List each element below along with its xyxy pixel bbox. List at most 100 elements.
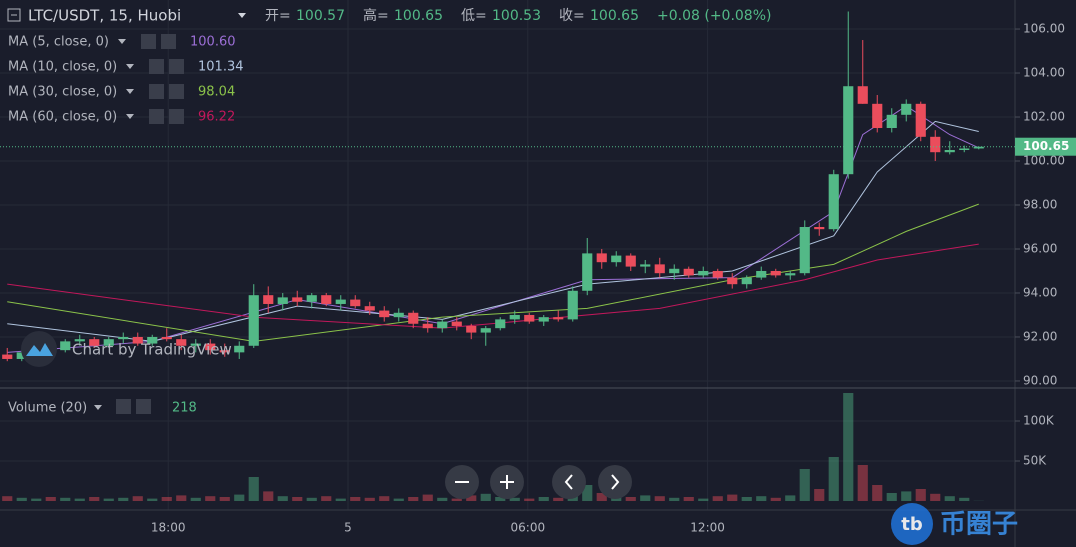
y-tick-label: 106.00: [1023, 22, 1065, 36]
candle-body: [669, 268, 680, 274]
candle-body: [683, 268, 694, 276]
candle-body: [350, 299, 361, 307]
x-tick-label: 18:00: [151, 521, 186, 535]
close-button[interactable]: [169, 59, 184, 74]
candle-body: [321, 295, 332, 304]
candle-body: [248, 295, 259, 346]
candle-body: [466, 325, 477, 333]
candle-body: [814, 226, 825, 230]
y-tick-label: 90.00: [1023, 373, 1057, 387]
volume-bar: [495, 497, 506, 501]
volume-bar: [16, 497, 27, 501]
volume-bar: [321, 496, 332, 501]
volume-bar: [103, 498, 114, 501]
change: +0.08 (+0.08%): [657, 8, 771, 24]
settings-button[interactable]: [149, 59, 164, 74]
scroll-left[interactable]: [552, 465, 586, 499]
volume-bar: [118, 497, 129, 501]
x-tick-label: 06:00: [511, 521, 546, 535]
volume-bar: [147, 498, 158, 501]
y-tick-label: 92.00: [1023, 329, 1057, 343]
candle-body: [437, 321, 448, 329]
volume-bar: [843, 393, 854, 501]
volume-bar: [669, 497, 680, 501]
volume-bar: [437, 497, 448, 501]
indicator-name: MA (30, close, 0): [8, 85, 117, 100]
volume-bar: [582, 485, 593, 501]
ohlc-value: 100.65: [394, 8, 443, 24]
candle-body: [756, 270, 767, 278]
candle-body: [205, 343, 216, 351]
volume-bar: [959, 497, 970, 501]
collapse-icon[interactable]: [7, 8, 21, 22]
candle-body: [219, 350, 230, 353]
close-button[interactable]: [136, 399, 151, 414]
volume-bar: [277, 496, 288, 501]
settings-button[interactable]: [116, 399, 131, 414]
dropdown: [126, 89, 134, 94]
ohlc-label: 高=: [363, 7, 389, 24]
volume-bar: [379, 496, 390, 501]
settings-button[interactable]: [149, 84, 164, 99]
volume-bar: [828, 457, 839, 501]
volume-bar: [944, 496, 955, 501]
watermark: Chart by TradingView: [21, 331, 232, 367]
candle-body: [176, 339, 187, 346]
settings-button[interactable]: [141, 34, 156, 49]
volume-bar: [480, 493, 491, 501]
candle-body: [596, 253, 607, 263]
site-logo: tb 币圈子: [891, 503, 1018, 545]
last-price-label: 100.65: [1023, 139, 1069, 153]
symbol[interactable]: LTC/USDT, 15, Huobi: [28, 7, 181, 25]
volume-bar: [74, 498, 85, 501]
volume-bar: [901, 491, 912, 501]
candle-body: [103, 339, 114, 346]
candle-body: [553, 317, 564, 320]
candle-body: [190, 343, 201, 346]
candle-body: [74, 339, 85, 342]
y-tick-label: 96.00: [1023, 241, 1057, 255]
candle-body: [335, 299, 346, 304]
volume-value: 218: [172, 401, 197, 416]
candle-body: [901, 103, 912, 115]
volume-bar: [248, 477, 259, 501]
candle-body: [567, 290, 578, 320]
volume-bar: [219, 497, 230, 501]
close-button[interactable]: [161, 34, 176, 49]
close-button[interactable]: [169, 84, 184, 99]
volume-bar: [292, 497, 303, 501]
volume-bar: [451, 498, 462, 501]
candle-body: [393, 312, 404, 318]
settings-button[interactable]: [149, 109, 164, 124]
candle-body: [640, 264, 651, 267]
indicator-value: 98.04: [198, 85, 235, 100]
volume-bar: [915, 489, 926, 501]
candle-body: [277, 297, 288, 304]
candle-body: [538, 317, 549, 322]
y-tick-label: 100.00: [1023, 154, 1065, 168]
dropdown: [126, 64, 134, 69]
volume-bar: [132, 496, 143, 501]
close-button[interactable]: [169, 109, 184, 124]
candle-body: [292, 297, 303, 302]
candle-body: [828, 174, 839, 230]
volume-bar: [814, 489, 825, 501]
legend: LTC/USDT, 15, Huobi 开= 100.57 高= 100.65 低= 10…: [7, 7, 771, 25]
ohlc-label: 开=: [265, 8, 291, 24]
volume-bar: [698, 498, 709, 501]
logo-mark: tb: [901, 514, 923, 535]
volume-bar: [654, 496, 665, 501]
x-tick-label: 5: [344, 521, 352, 535]
ohlc-label: 收=: [559, 8, 585, 24]
indicator-value: 96.22: [198, 110, 235, 125]
volume-bar: [408, 497, 419, 501]
candle-body: [872, 103, 883, 129]
watermark-text: Chart by TradingView: [72, 341, 232, 359]
volume-bar: [872, 485, 883, 501]
candle-body: [886, 114, 897, 129]
y-tick-label: 102.00: [1023, 110, 1065, 124]
candle-body: [785, 273, 796, 276]
candle-body: [915, 103, 926, 137]
scroll-right[interactable]: [598, 465, 632, 499]
